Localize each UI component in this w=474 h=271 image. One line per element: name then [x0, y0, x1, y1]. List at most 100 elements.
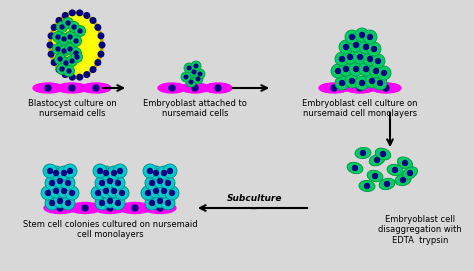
Circle shape [364, 44, 368, 50]
Circle shape [53, 31, 64, 43]
Circle shape [349, 38, 363, 52]
Circle shape [402, 160, 408, 166]
Circle shape [65, 201, 71, 205]
Circle shape [103, 194, 117, 208]
Circle shape [192, 70, 196, 74]
Circle shape [169, 85, 175, 91]
Circle shape [349, 62, 363, 76]
Circle shape [367, 56, 373, 62]
Ellipse shape [94, 202, 126, 214]
Circle shape [392, 167, 398, 173]
Circle shape [149, 180, 155, 186]
Circle shape [375, 59, 381, 63]
Circle shape [357, 54, 363, 60]
Circle shape [60, 67, 64, 71]
Circle shape [84, 13, 90, 18]
Circle shape [162, 170, 166, 176]
Circle shape [161, 176, 175, 190]
Circle shape [147, 169, 153, 173]
Circle shape [72, 51, 82, 63]
Circle shape [359, 80, 365, 85]
Circle shape [47, 42, 53, 48]
Circle shape [369, 64, 383, 78]
Ellipse shape [50, 12, 102, 78]
Ellipse shape [355, 147, 371, 159]
Circle shape [103, 170, 109, 176]
Ellipse shape [375, 148, 391, 160]
Ellipse shape [387, 164, 403, 176]
Circle shape [100, 201, 104, 205]
Circle shape [48, 33, 54, 39]
Circle shape [371, 54, 385, 68]
Circle shape [90, 18, 96, 23]
Ellipse shape [181, 83, 209, 93]
Circle shape [60, 25, 64, 29]
Ellipse shape [371, 83, 401, 93]
Text: Blastocyst culture on
nursemaid cells: Blastocyst culture on nursemaid cells [27, 99, 117, 118]
Ellipse shape [57, 83, 87, 93]
Circle shape [157, 205, 163, 211]
Circle shape [373, 76, 387, 90]
Circle shape [51, 25, 57, 30]
Circle shape [57, 198, 63, 204]
Circle shape [343, 50, 357, 64]
Circle shape [153, 194, 167, 208]
Circle shape [401, 178, 405, 182]
Circle shape [93, 164, 107, 178]
Circle shape [167, 169, 173, 173]
Circle shape [69, 85, 75, 91]
Circle shape [77, 10, 82, 16]
Circle shape [363, 30, 377, 44]
Circle shape [161, 196, 175, 210]
Circle shape [62, 37, 66, 41]
Circle shape [354, 66, 358, 72]
Circle shape [187, 66, 191, 70]
Ellipse shape [119, 202, 151, 214]
Ellipse shape [359, 180, 375, 192]
Ellipse shape [33, 83, 63, 93]
Circle shape [107, 166, 121, 180]
Text: Subculture
--: Subculture -- [227, 194, 283, 214]
Circle shape [49, 180, 55, 186]
Circle shape [331, 85, 337, 91]
Text: Embryoblast cell
disaggregation with
EDTA  trypsin: Embryoblast cell disaggregation with EDT… [378, 215, 462, 245]
Text: Embryoblast attached to
nursemaid cells: Embryoblast attached to nursemaid cells [143, 99, 247, 118]
Circle shape [98, 33, 104, 39]
Circle shape [345, 30, 359, 44]
Circle shape [196, 77, 200, 81]
Circle shape [53, 174, 67, 188]
Circle shape [145, 196, 159, 210]
Text: Stem cell colonies cultured on nursemaid
cell monolayers: Stem cell colonies cultured on nursemaid… [23, 220, 197, 239]
Circle shape [408, 170, 412, 176]
Circle shape [78, 29, 82, 33]
Circle shape [154, 170, 158, 176]
Circle shape [67, 69, 71, 73]
Circle shape [359, 40, 373, 54]
Circle shape [70, 10, 75, 16]
Circle shape [45, 85, 51, 91]
Circle shape [100, 180, 104, 186]
Circle shape [71, 36, 82, 47]
Circle shape [357, 85, 363, 91]
Circle shape [61, 176, 75, 190]
Circle shape [382, 70, 386, 76]
Circle shape [157, 166, 171, 180]
Circle shape [95, 191, 100, 195]
Circle shape [372, 47, 376, 51]
Circle shape [367, 34, 373, 40]
Circle shape [56, 18, 62, 23]
Ellipse shape [347, 162, 363, 174]
Circle shape [58, 34, 70, 44]
Circle shape [363, 52, 377, 66]
Circle shape [189, 80, 193, 84]
Circle shape [46, 191, 51, 195]
Circle shape [95, 60, 100, 65]
Circle shape [70, 191, 74, 195]
Circle shape [359, 62, 373, 76]
Circle shape [108, 198, 112, 204]
Circle shape [339, 40, 353, 54]
Circle shape [51, 60, 57, 65]
Circle shape [198, 72, 202, 76]
Circle shape [336, 69, 340, 73]
Circle shape [149, 201, 155, 205]
